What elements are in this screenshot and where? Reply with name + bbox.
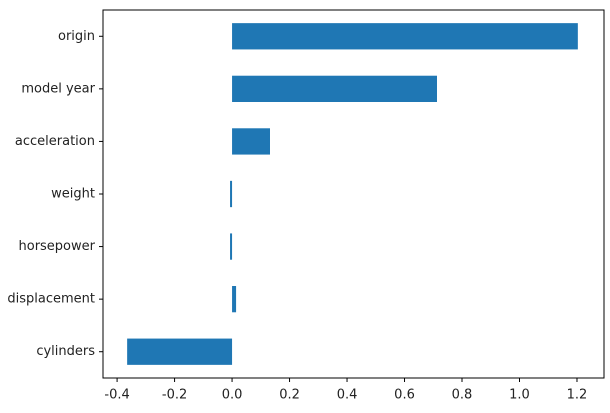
bar — [230, 180, 233, 208]
x-tick-label: 0.6 — [394, 388, 415, 403]
x-tick-label: 0.8 — [452, 388, 473, 403]
axes-frame — [102, 9, 605, 379]
y-tick-label: model year — [21, 81, 95, 96]
y-tick-label: displacement — [7, 292, 95, 307]
bar — [232, 75, 437, 102]
y-tick-label: cylinders — [36, 344, 95, 359]
bar — [232, 286, 237, 313]
x-tick-label: -0.2 — [162, 388, 187, 403]
bar — [232, 23, 578, 50]
bar — [127, 338, 233, 365]
y-tick-label: origin — [58, 29, 95, 44]
bar — [232, 128, 270, 155]
x-tick-label: 0.2 — [279, 388, 300, 403]
x-tick-label: 1.2 — [567, 388, 588, 403]
x-tick-label: 0.0 — [222, 388, 243, 403]
y-tick-label: acceleration — [15, 134, 95, 149]
y-tick-label: weight — [51, 187, 95, 202]
x-tick-label: 1.0 — [509, 388, 530, 403]
y-tick-label: horsepower — [19, 239, 96, 254]
x-tick-label: -0.4 — [104, 388, 129, 403]
x-tick-label: 0.4 — [337, 388, 358, 403]
bar — [230, 233, 233, 260]
